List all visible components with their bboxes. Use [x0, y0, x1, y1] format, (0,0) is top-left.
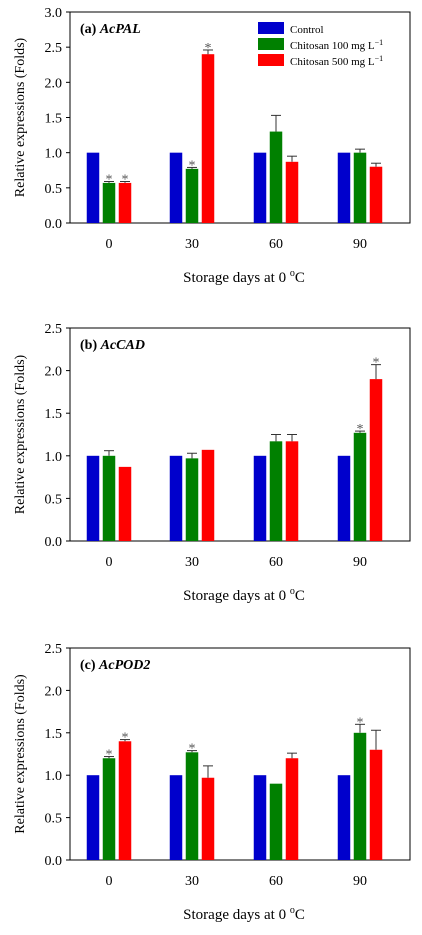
legend-entry: Chitosan 100 mg L−1 [290, 38, 383, 52]
bar-AcPOD2-90-s0 [337, 775, 351, 860]
bar-AcPAL-60-s2 [285, 161, 299, 223]
bar-AcPOD2-0-s0 [86, 775, 100, 860]
bar-AcPAL-60-s1 [269, 131, 283, 223]
bar-AcCAD-90-s1 [353, 432, 367, 541]
panel-title: (a) AcPAL [80, 22, 141, 37]
significance-star: * [357, 422, 364, 437]
bar-AcPAL-60-s0 [253, 152, 267, 223]
chart-panel-AcPOD2: 0.0 0.5 1.0 1.5 2.0 2.5 Relative expressions (… [13, 642, 411, 923]
bar-AcCAD-30-s0 [169, 455, 183, 541]
x-tick-label: 0 [106, 874, 113, 889]
x-axis-label: Storage days at 0 oC [183, 268, 305, 286]
legend-entry: Chitosan 500 mg L−1 [290, 54, 383, 68]
y-tick-label: 0.5 [45, 492, 63, 507]
bar-AcPAL-90-s1 [353, 152, 367, 223]
y-tick-label: 1.0 [45, 769, 63, 784]
bar-AcCAD-90-s0 [337, 455, 351, 541]
legend-entry: Control [290, 24, 324, 36]
y-axis-label: Relative expressions (Folds) [13, 37, 28, 197]
y-tick-label: 1.5 [45, 727, 63, 742]
y-tick-label: 0.5 [45, 812, 63, 827]
x-tick-label: 90 [353, 237, 367, 252]
y-tick-label: 0.0 [45, 217, 63, 232]
bar-AcCAD-30-s2 [201, 449, 215, 541]
x-tick-label: 30 [185, 555, 199, 570]
chart-panel-AcCAD: 0.0 0.5 1.0 1.5 2.0 2.5 Relative expressions (… [13, 322, 411, 604]
y-tick-label: 1.0 [45, 147, 63, 162]
bar-AcCAD-30-s1 [185, 458, 199, 541]
x-axis-label: Storage days at 0 oC [183, 905, 305, 923]
significance-star: * [122, 731, 129, 746]
significance-star: * [189, 158, 196, 173]
plot-frame [69, 647, 411, 861]
y-tick-label: 2.0 [45, 76, 63, 91]
bar-AcPAL-0-s2 [118, 182, 132, 223]
legend-swatch [258, 38, 284, 50]
bar-AcPAL-0-s0 [86, 152, 100, 223]
significance-star: * [205, 41, 212, 56]
bar-AcPOD2-60-s2 [285, 758, 299, 860]
x-tick-label: 30 [185, 874, 199, 889]
bar-AcPAL-30-s0 [169, 152, 183, 223]
bar-AcPOD2-90-s2 [369, 749, 383, 860]
y-tick-label: 1.5 [45, 407, 63, 422]
bar-AcPAL-90-s2 [369, 166, 383, 223]
bar-AcCAD-60-s0 [253, 455, 267, 541]
x-tick-label: 90 [353, 874, 367, 889]
bar-AcPAL-90-s0 [337, 152, 351, 223]
significance-star: * [106, 748, 113, 763]
plot-frame [69, 327, 411, 542]
x-axis-label: Storage days at 0 oC [183, 586, 305, 604]
bar-AcCAD-60-s2 [285, 441, 299, 541]
x-tick-label: 60 [269, 555, 283, 570]
bar-AcCAD-90-s2 [369, 379, 383, 541]
y-tick-label: 0.5 [45, 182, 63, 197]
bar-AcPOD2-60-s1 [269, 783, 283, 860]
bar-AcPOD2-60-s0 [253, 775, 267, 860]
bar-AcCAD-0-s1 [102, 455, 116, 541]
panel-title: (c) AcPOD2 [80, 658, 150, 673]
x-tick-label: 60 [269, 874, 283, 889]
y-tick-label: 2.5 [45, 642, 63, 657]
y-tick-label: 2.5 [45, 41, 63, 56]
chart-panel-AcPAL: 0.0 0.5 1.0 1.5 2.0 2.5 3.0 Relative expression… [13, 6, 411, 286]
x-tick-label: 30 [185, 237, 199, 252]
significance-star: * [357, 715, 364, 730]
x-tick-label: 60 [269, 237, 283, 252]
significance-star: * [373, 356, 380, 371]
x-tick-label: 90 [353, 555, 367, 570]
x-tick-label: 0 [106, 555, 113, 570]
legend-swatch [258, 22, 284, 34]
bar-AcPOD2-30-s2 [201, 777, 215, 860]
y-tick-label: 1.5 [45, 112, 63, 127]
y-axis-label: Relative expressions (Folds) [13, 674, 28, 834]
bar-AcPOD2-90-s1 [353, 732, 367, 860]
panel-title: (b) AcCAD [80, 338, 145, 353]
significance-star: * [106, 173, 113, 188]
bar-AcCAD-60-s1 [269, 441, 283, 541]
y-tick-label: 2.0 [45, 365, 63, 380]
bar-AcPOD2-30-s1 [185, 752, 199, 860]
bar-AcPAL-30-s1 [185, 168, 199, 223]
bar-AcCAD-0-s2 [118, 466, 132, 541]
bar-AcPOD2-30-s0 [169, 775, 183, 860]
legend-swatch [258, 54, 284, 66]
y-axis-label: Relative expressions (Folds) [13, 354, 28, 514]
y-tick-label: 1.0 [45, 450, 63, 465]
bar-AcCAD-0-s0 [86, 455, 100, 541]
y-tick-label: 2.0 [45, 684, 63, 699]
significance-star: * [189, 742, 196, 757]
bar-AcPOD2-0-s1 [102, 758, 116, 860]
y-tick-label: 0.0 [45, 535, 63, 550]
y-tick-label: 3.0 [45, 6, 63, 21]
x-tick-label: 0 [106, 237, 113, 252]
bar-AcPAL-30-s2 [201, 54, 215, 224]
y-tick-label: 0.0 [45, 854, 63, 869]
bar-AcPAL-0-s1 [102, 182, 116, 223]
significance-star: * [122, 173, 129, 188]
legend: Control Chitosan 100 mg L−1 Chitosan 500 m… [258, 22, 383, 68]
y-tick-label: 2.5 [45, 322, 63, 337]
bar-AcPOD2-0-s2 [118, 741, 132, 860]
